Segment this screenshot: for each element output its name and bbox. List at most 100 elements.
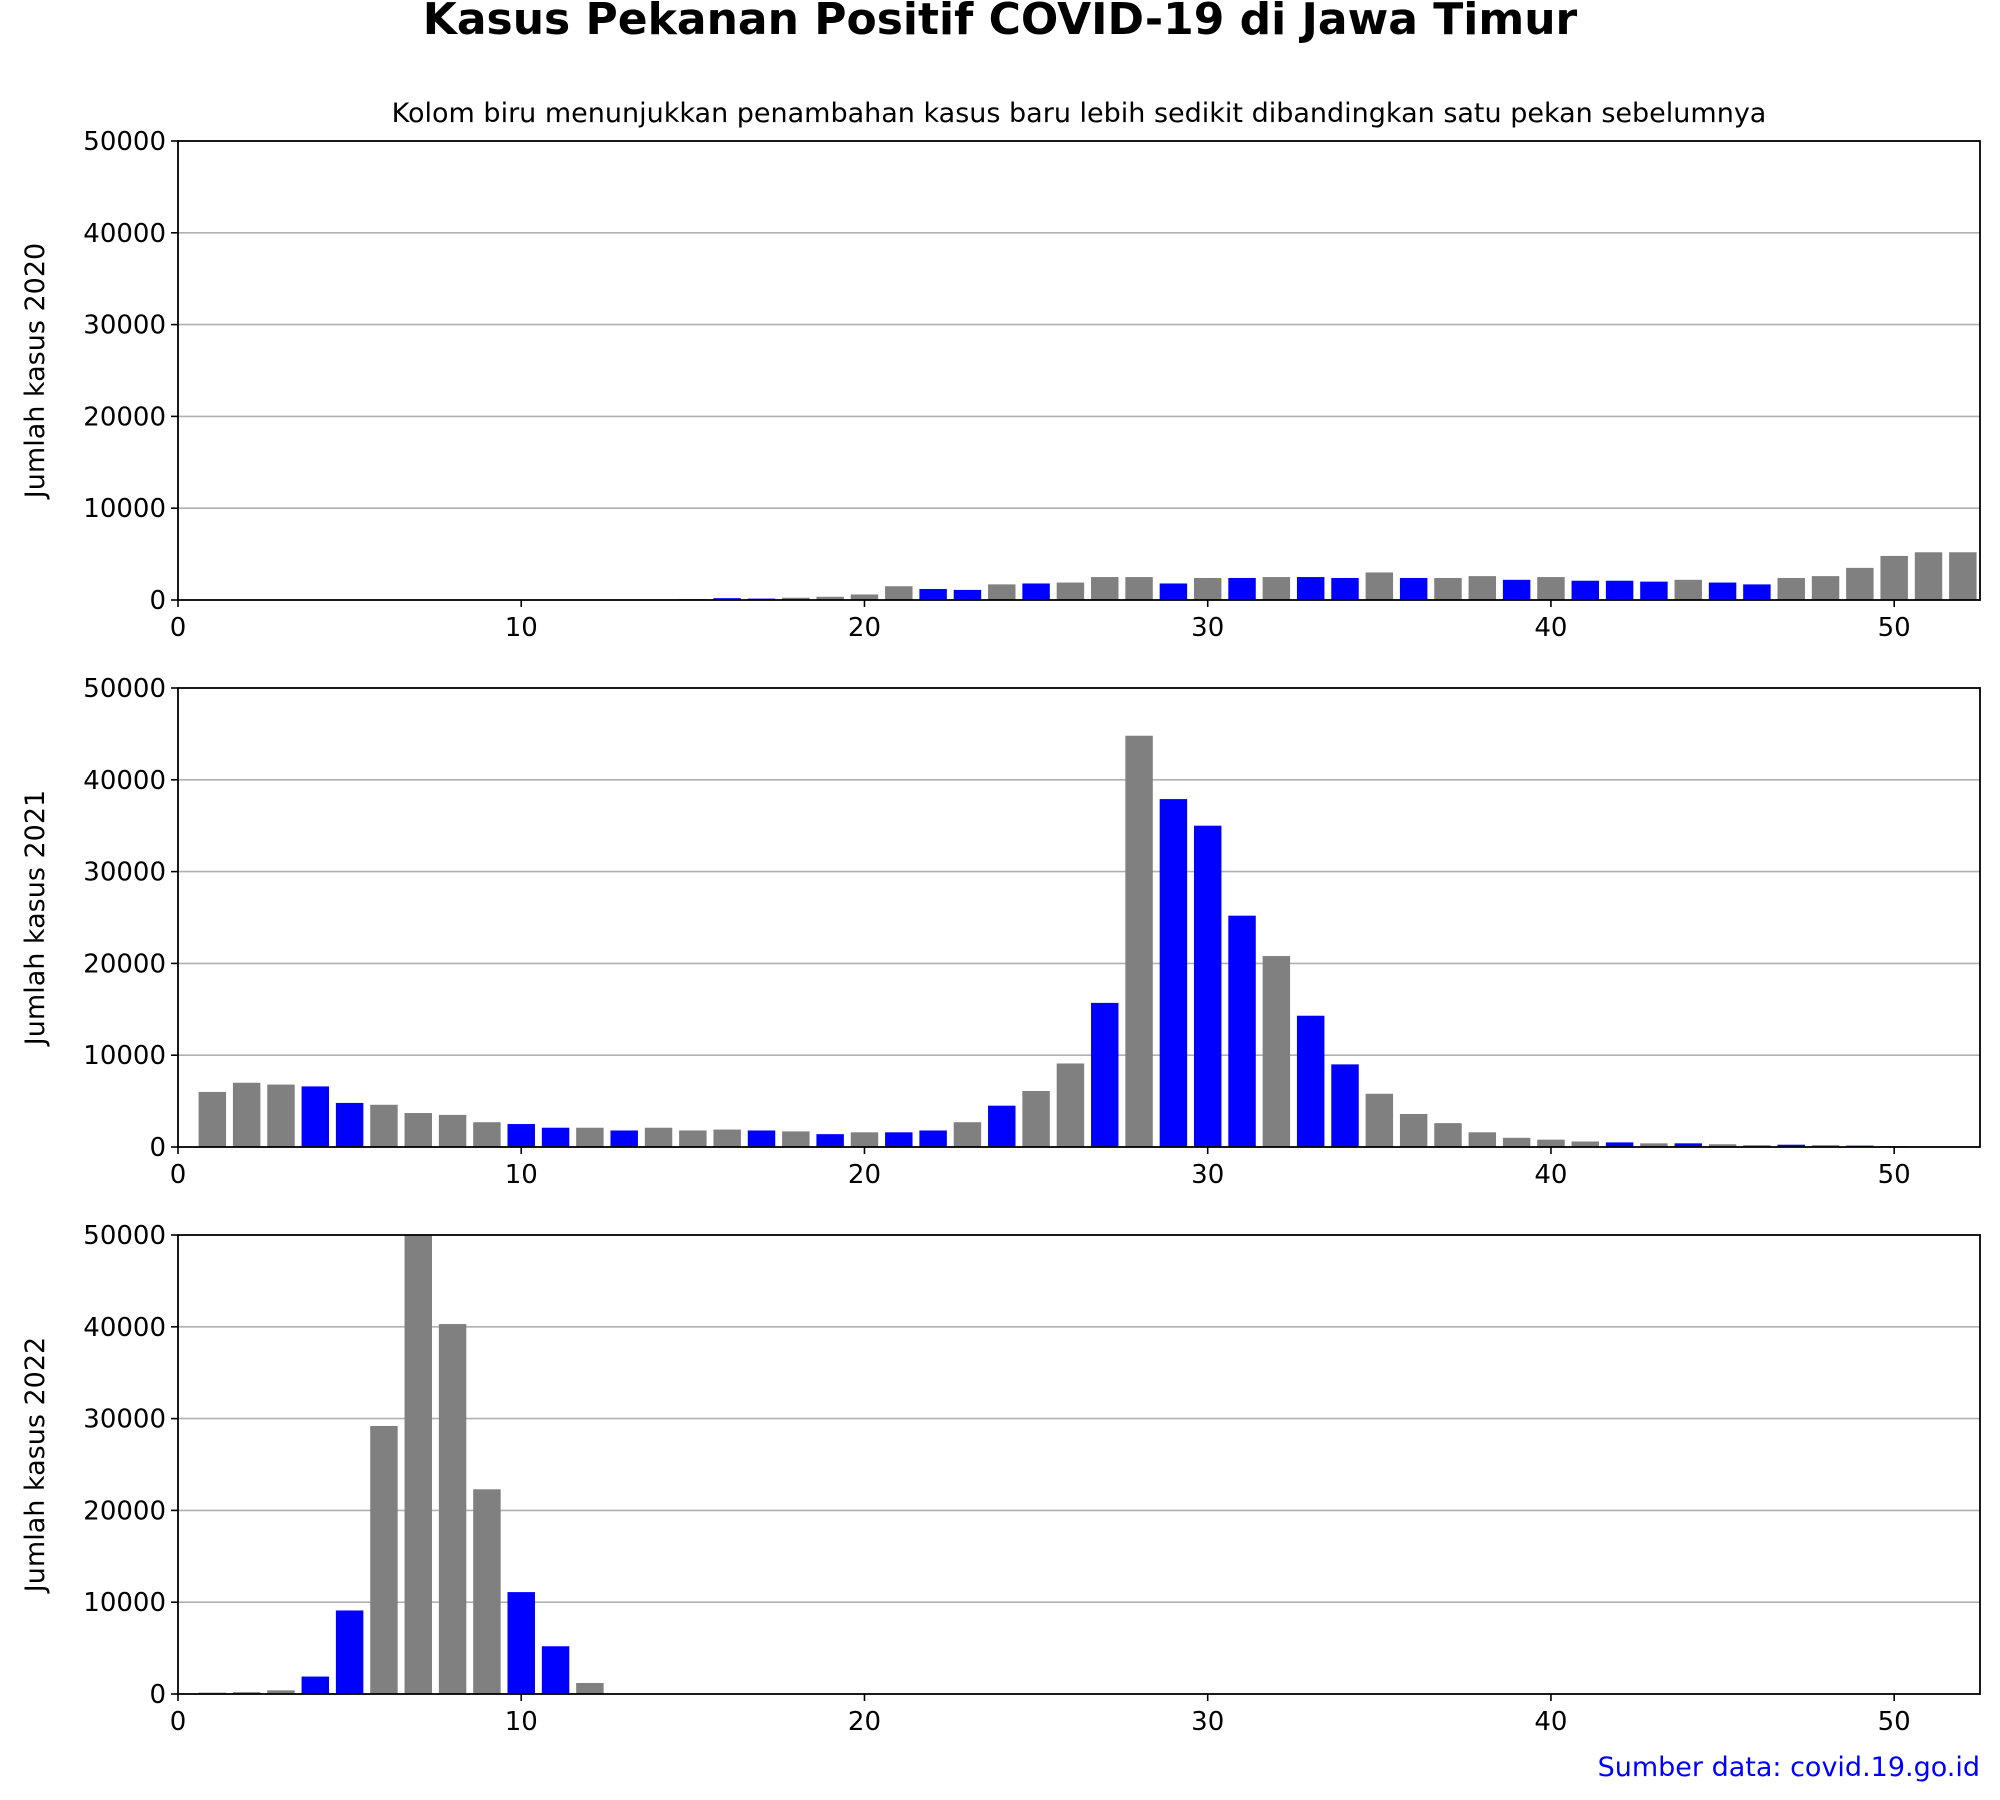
bar: [438, 1324, 467, 1694]
bar: [816, 596, 844, 600]
x-tick-label: 10: [505, 1160, 538, 1190]
bar: [541, 1646, 570, 1694]
bar: [1296, 577, 1325, 600]
y-tick-label: 10000: [83, 494, 166, 524]
bar: [713, 1129, 741, 1147]
y-tick-label: 20000: [83, 1496, 166, 1526]
bar: [1022, 1091, 1050, 1147]
bar: [1743, 584, 1771, 600]
bar: [1605, 580, 1634, 600]
y-tick-label: 40000: [83, 219, 166, 249]
axes-frame: [177, 140, 1981, 601]
x-tick-label: 20: [848, 1707, 881, 1737]
bar: [953, 589, 982, 600]
bar: [301, 1086, 330, 1147]
x-tick-label: 50: [1878, 1707, 1911, 1737]
bar: [1502, 1137, 1531, 1147]
bar: [370, 1104, 398, 1147]
bar: [301, 1676, 330, 1694]
x-tick-label: 10: [505, 613, 538, 643]
bar: [507, 1124, 535, 1147]
chart-subtitle: Kolom biru menunjukkan penambahan kasus …: [391, 98, 1767, 129]
y-tick-label: 20000: [83, 402, 166, 432]
panel-1: 0 10000 20000 30000 40000 50000 0 10 20 30 40 50 Jum…: [20, 127, 1981, 643]
y-tick-label: 40000: [83, 1313, 166, 1343]
y-tick-label: 10000: [83, 1041, 166, 1071]
bar: [404, 1113, 432, 1147]
y-tick-label: 40000: [83, 766, 166, 796]
x-tick-label: 50: [1878, 1160, 1911, 1190]
bar: [1091, 1002, 1119, 1147]
x-tick-label: 20: [848, 1160, 881, 1190]
bar: [1125, 735, 1153, 1147]
x-tick-label: 30: [1191, 613, 1224, 643]
panel-2: 0 10000 20000 30000 40000 50000 0 10 20 30 40 50 Jum…: [20, 674, 1981, 1190]
x-tick-label: 0: [170, 1160, 187, 1190]
bar: [816, 1134, 844, 1147]
bar: [1434, 1123, 1462, 1147]
bar: [1468, 576, 1497, 600]
bar: [988, 1105, 1016, 1147]
bar: [1537, 577, 1565, 600]
y-axis-label: Jumlah kasus 2020: [20, 243, 51, 500]
y-tick-label: 50000: [83, 674, 166, 704]
bar: [541, 1127, 570, 1147]
x-tick-label: 30: [1191, 1160, 1224, 1190]
bar: [198, 1091, 227, 1147]
x-tick-label: 30: [1191, 1707, 1224, 1737]
bar: [1468, 1132, 1497, 1147]
bar: [267, 1690, 295, 1694]
bar: [576, 1127, 604, 1147]
bar: [850, 1132, 879, 1147]
bar: [576, 1682, 604, 1694]
bar: [679, 1130, 707, 1147]
bar: [1674, 1143, 1702, 1147]
y-tick-label: 50000: [83, 1221, 166, 1251]
bar: [370, 1425, 398, 1694]
bar: [473, 1489, 501, 1694]
bar: [1193, 825, 1222, 1147]
x-tick-label: 0: [170, 613, 187, 643]
bar: [988, 584, 1016, 600]
y-axis-label: Jumlah kasus 2021: [20, 790, 51, 1047]
bar: [919, 1130, 947, 1147]
source-note: Sumber data: covid.19.go.id: [1597, 1752, 1980, 1783]
y-tick-label: 0: [149, 586, 166, 616]
bar: [404, 1235, 432, 1694]
bar: [1125, 577, 1153, 600]
panel-3: 0 10000 20000 30000 40000 50000 0 10 20 30 40 50 Jum…: [20, 1221, 1981, 1737]
x-tick-label: 40: [1534, 613, 1567, 643]
bar: [1228, 915, 1256, 1147]
bar: [1571, 1141, 1600, 1147]
y-tick-label: 20000: [83, 949, 166, 979]
bar: [1331, 1064, 1359, 1147]
axes-frame: [177, 687, 1981, 1148]
bar: [1537, 1139, 1565, 1147]
y-axis-label: Jumlah kasus 2022: [20, 1337, 51, 1594]
bar: [232, 1692, 261, 1694]
bar: [782, 1131, 810, 1147]
y-tick-label: 30000: [83, 311, 166, 341]
bar: [1914, 552, 1943, 600]
x-tick-label: 10: [505, 1707, 538, 1737]
bar: [335, 1102, 364, 1147]
bar: [885, 586, 913, 600]
bar: [1777, 1144, 1805, 1147]
bar: [919, 588, 947, 600]
bar: [747, 1130, 776, 1147]
bar: [1880, 555, 1908, 600]
bar: [1434, 577, 1462, 600]
x-tick-label: 40: [1534, 1160, 1567, 1190]
bar: [1674, 579, 1702, 600]
bar: [1743, 1145, 1771, 1147]
y-tick-label: 0: [149, 1680, 166, 1710]
bar: [1159, 583, 1188, 600]
bar: [1777, 577, 1805, 600]
chart-title: Kasus Pekanan Positif COVID-19 di Jawa T…: [422, 0, 1578, 45]
bar: [507, 1592, 535, 1694]
bar: [1399, 1113, 1428, 1147]
bar: [1056, 582, 1085, 600]
bar: [644, 1127, 673, 1147]
